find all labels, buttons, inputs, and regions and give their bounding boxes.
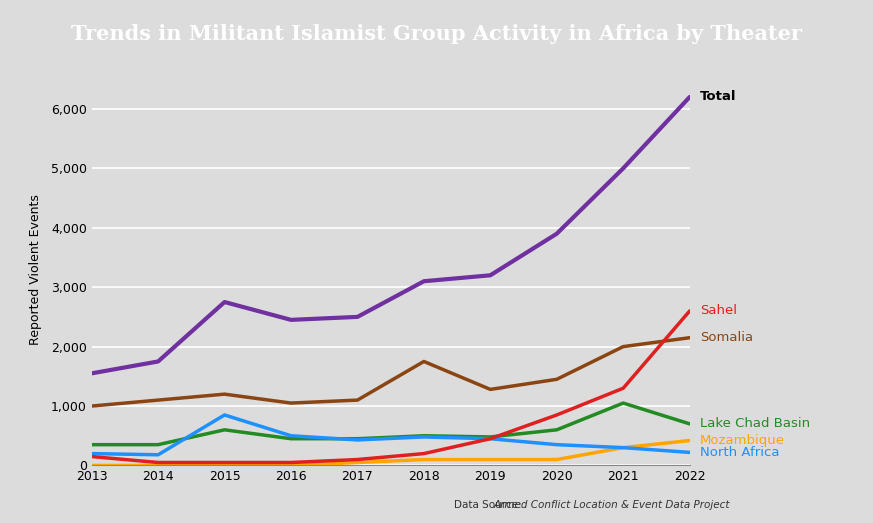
Text: Trends in Militant Islamist Group Activity in Africa by Theater: Trends in Militant Islamist Group Activi… (71, 24, 802, 44)
Text: Sahel: Sahel (700, 304, 737, 317)
Text: Somalia: Somalia (700, 331, 753, 344)
Text: Lake Chad Basin: Lake Chad Basin (700, 417, 810, 430)
Text: Mozambique: Mozambique (700, 434, 785, 447)
Text: Data Source:: Data Source: (454, 500, 525, 510)
Y-axis label: Reported Violent Events: Reported Violent Events (30, 194, 43, 345)
Text: Armed Conflict Location & Event Data Project: Armed Conflict Location & Event Data Pro… (493, 500, 730, 510)
Text: Total: Total (700, 90, 737, 104)
Text: North Africa: North Africa (700, 446, 780, 459)
